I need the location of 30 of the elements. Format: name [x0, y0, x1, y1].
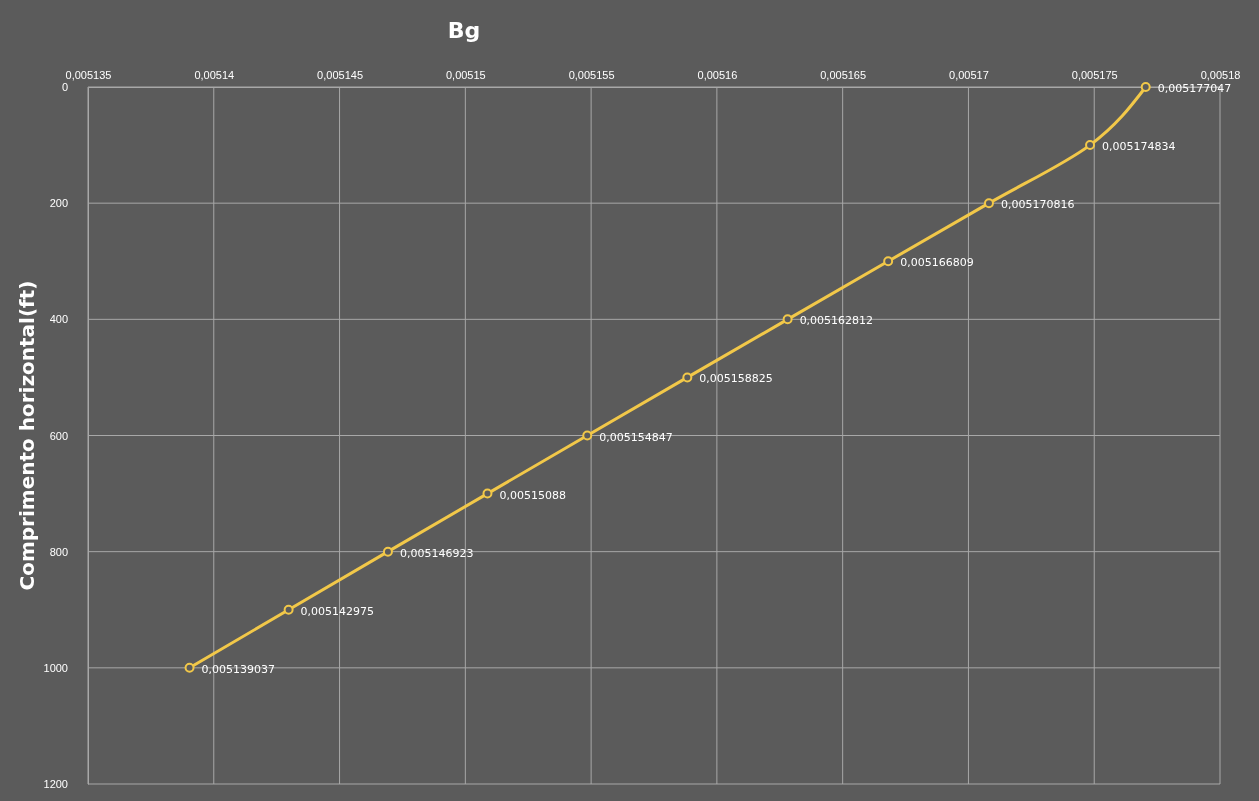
y-tick-label: 1000 [43, 661, 68, 674]
y-tick-label: 800 [49, 545, 68, 558]
data-label: 0,00515088 [499, 488, 566, 502]
chart-title: Bg [447, 18, 481, 43]
data-label: 0,005170816 [1000, 198, 1075, 212]
x-tick-label: 0,00516 [697, 69, 738, 81]
x-tick-label: 0,00515 [445, 69, 486, 81]
x-tick-label: 0,00518 [1200, 69, 1241, 81]
x-tick-label: 0,005145 [317, 69, 363, 81]
y-tick-label: 0 [61, 81, 68, 94]
data-label: 0,005146923 [399, 546, 474, 560]
y-tick-label: 600 [49, 429, 68, 442]
y-tick-label: 400 [49, 313, 68, 326]
data-label: 0,005166809 [900, 256, 974, 270]
x-tick-label: 0,005175 [1071, 69, 1118, 81]
data-label: 0,005142975 [300, 604, 375, 618]
data-label: 0,005139037 [201, 662, 276, 676]
y-tick-label: 200 [49, 197, 68, 210]
x-tick-label: 0,00514 [194, 69, 235, 81]
x-tick-label: 0,005155 [568, 69, 615, 81]
data-label: 0,005174834 [1102, 140, 1176, 154]
x-tick-label: 0,00517 [949, 69, 989, 81]
y-axis-title: Comprimento horizontal(ft) [15, 280, 39, 591]
data-label: 0,005177047 [1157, 82, 1232, 95]
x-tick-label: 0,005135 [65, 69, 112, 81]
y-tick-label: 1200 [43, 778, 68, 791]
data-label: 0,005158825 [699, 372, 773, 386]
data-label: 0,005162812 [799, 314, 874, 328]
x-tick-label: 0,005165 [820, 69, 867, 81]
data-label: 0,005154847 [599, 430, 673, 444]
